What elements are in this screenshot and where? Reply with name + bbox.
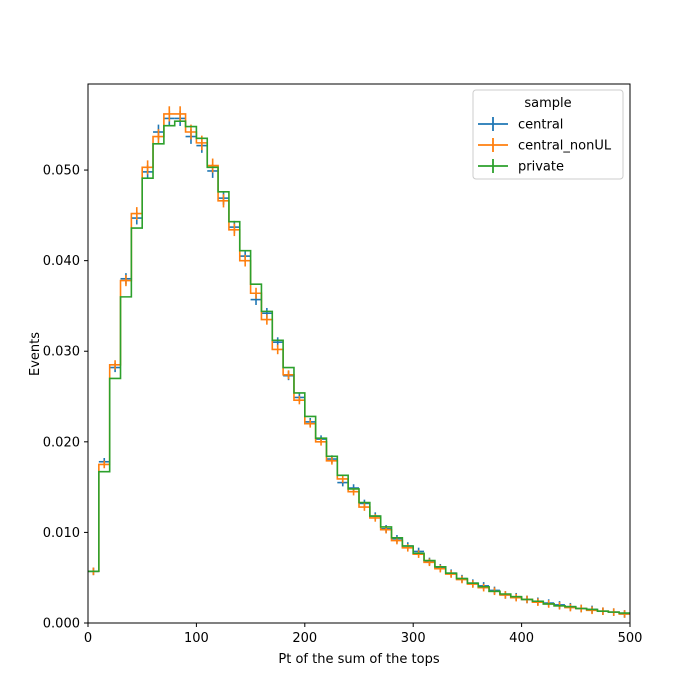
x-tick-label: 400 [509,631,534,646]
series-central_nonUL [88,106,630,618]
y-tick-label: 0.050 [43,164,80,179]
plot-data [88,106,630,618]
y-tick-label: 0.000 [43,617,80,632]
legend-entry-private: private [478,159,564,175]
legend-frame [472,89,624,180]
y-tick-label: 0.040 [43,254,80,269]
y-axis-ticks: 0.000 0.010 0.020 0.030 0.040 0.050 [43,164,88,632]
x-axis-label: Pt of the sum of the tops [278,652,439,667]
y-tick-label: 0.010 [43,526,80,541]
x-tick-label: 200 [292,631,317,646]
plot-frame [87,83,631,624]
x-axis-ticks: 0 100 200 300 400 500 [84,623,643,646]
legend-entry-central_nonUL: central_nonUL [478,138,612,154]
y-axis-label: Events [28,332,43,376]
x-tick-label: 100 [184,631,209,646]
y-tick-label: 0.030 [43,345,80,360]
series-step-line [88,120,630,614]
x-tick-label: 0 [84,631,92,646]
x-tick-label: 300 [401,631,426,646]
series-private [88,120,630,614]
legend-entry-central: central [478,117,563,133]
legend-label: central_nonUL [518,139,612,154]
series-step-line [88,113,630,615]
legend-label: private [518,160,564,175]
series-central [88,110,630,618]
x-tick-label: 500 [618,631,643,646]
legend-title: sample [524,96,571,111]
legend-label: central [518,118,563,133]
y-tick-label: 0.020 [43,435,80,450]
